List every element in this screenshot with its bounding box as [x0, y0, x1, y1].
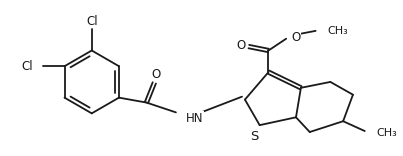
Text: S: S — [251, 130, 259, 143]
Text: CH₃: CH₃ — [327, 26, 348, 36]
Text: O: O — [237, 39, 245, 52]
Text: O: O — [291, 31, 300, 44]
Text: Cl: Cl — [86, 15, 98, 27]
Text: O: O — [152, 68, 161, 80]
Text: HN: HN — [186, 112, 203, 125]
Text: CH₃: CH₃ — [376, 128, 397, 138]
Text: Cl: Cl — [21, 60, 33, 73]
